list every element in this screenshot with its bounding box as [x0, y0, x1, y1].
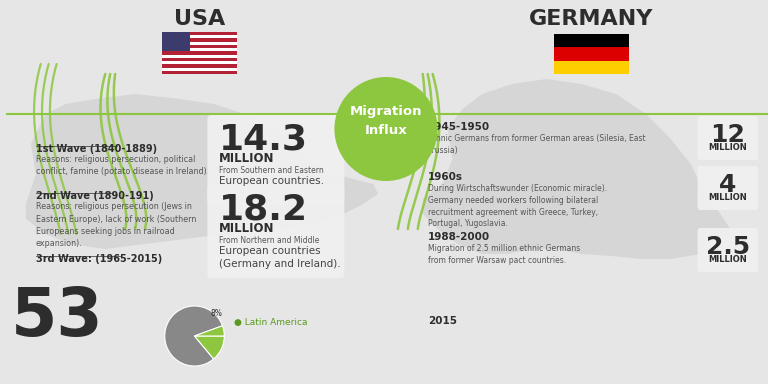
- Text: USA: USA: [174, 9, 225, 29]
- Bar: [162, 51, 237, 55]
- FancyBboxPatch shape: [697, 166, 758, 210]
- Bar: [162, 42, 237, 45]
- Wedge shape: [194, 326, 224, 336]
- Text: Migration
Influx: Migration Influx: [349, 106, 422, 136]
- Text: European countries.: European countries.: [220, 176, 324, 186]
- Text: Reasons: religious persecution, political
conflict, famine (potato disease in Ir: Reasons: religious persecution, politica…: [36, 155, 209, 177]
- Bar: [162, 45, 237, 48]
- Text: Migration of 2.5 million ethnic Germans
from former Warsaw pact countries.: Migration of 2.5 million ethnic Germans …: [428, 244, 580, 265]
- Bar: [162, 35, 237, 38]
- Text: 1960s: 1960s: [428, 172, 462, 182]
- Text: 2nd Wave (1890-191): 2nd Wave (1890-191): [36, 191, 154, 201]
- Bar: [162, 55, 237, 58]
- Wedge shape: [165, 306, 223, 366]
- Text: 3rd Wave: (1965-2015): 3rd Wave: (1965-2015): [36, 254, 162, 264]
- Text: MILLION: MILLION: [708, 193, 747, 202]
- Text: 1st Wave (1840-1889): 1st Wave (1840-1889): [36, 144, 157, 154]
- Text: From Southern and Eastern: From Southern and Eastern: [220, 166, 324, 175]
- Text: ● Latin America: ● Latin America: [234, 318, 308, 326]
- Text: 2015: 2015: [428, 316, 457, 326]
- Text: 12: 12: [710, 123, 745, 147]
- Bar: [162, 64, 237, 68]
- Text: MILLION: MILLION: [220, 152, 275, 165]
- Text: Reasons: religious persecution (Jews in
Eastern Europe), lack of work (Southern
: Reasons: religious persecution (Jews in …: [36, 202, 196, 248]
- FancyBboxPatch shape: [207, 115, 344, 205]
- Text: 1945-1950: 1945-1950: [428, 122, 490, 132]
- Text: MILLION: MILLION: [708, 255, 747, 264]
- Text: GERMANY: GERMANY: [529, 9, 654, 29]
- FancyBboxPatch shape: [207, 185, 344, 278]
- Bar: [162, 68, 237, 71]
- Bar: [162, 32, 237, 35]
- Text: 2.5: 2.5: [706, 235, 750, 259]
- Bar: [162, 61, 237, 64]
- Bar: [162, 48, 237, 51]
- Text: 53: 53: [12, 284, 104, 350]
- Text: 4: 4: [719, 173, 737, 197]
- Text: Ethnic Germans from former German areas (Silesia, East
Prussia): Ethnic Germans from former German areas …: [428, 134, 645, 155]
- Text: 14.3: 14.3: [220, 122, 308, 156]
- Bar: [162, 58, 237, 61]
- Text: From Northern and Middle: From Northern and Middle: [220, 236, 319, 245]
- Bar: [162, 32, 190, 51]
- Bar: [162, 71, 237, 74]
- Bar: [554, 47, 629, 61]
- Text: MILLION: MILLION: [708, 143, 747, 152]
- Text: 8%: 8%: [210, 310, 222, 318]
- Polygon shape: [422, 79, 730, 259]
- FancyBboxPatch shape: [697, 228, 758, 272]
- FancyBboxPatch shape: [697, 116, 758, 160]
- Text: During Wirtschaftswunder (Economic miracle).
Germany needed workers following bi: During Wirtschaftswunder (Economic mirac…: [428, 184, 607, 228]
- Bar: [554, 34, 629, 47]
- Polygon shape: [26, 94, 378, 249]
- Bar: [162, 38, 237, 42]
- Circle shape: [334, 77, 438, 181]
- Wedge shape: [194, 336, 224, 359]
- Text: European countries
(Germany and Ireland).: European countries (Germany and Ireland)…: [220, 246, 341, 269]
- Text: MILLION: MILLION: [220, 222, 275, 235]
- Text: 18.2: 18.2: [220, 192, 308, 226]
- Text: 1988-2000: 1988-2000: [428, 232, 490, 242]
- Bar: [554, 61, 629, 74]
